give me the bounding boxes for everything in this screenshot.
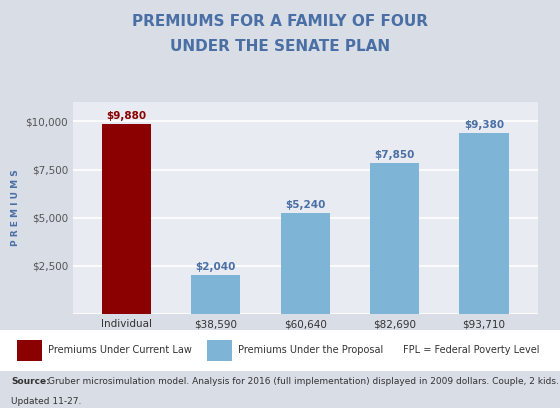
Text: Updated 11-27.: Updated 11-27.: [11, 397, 82, 406]
Y-axis label: P R E M I U M S: P R E M I U M S: [11, 170, 20, 246]
Bar: [370, 163, 419, 314]
Text: Source:: Source:: [11, 377, 50, 386]
X-axis label: FAMILY INCOME IN 2009 DOLLARS: FAMILY INCOME IN 2009 DOLLARS: [207, 353, 404, 364]
Text: Premiums Under the Proposal: Premiums Under the Proposal: [238, 345, 383, 355]
Bar: [281, 213, 330, 314]
Text: $9,380: $9,380: [464, 120, 504, 130]
Text: PREMIUMS FOR A FAMILY OF FOUR: PREMIUMS FOR A FAMILY OF FOUR: [132, 14, 428, 29]
Text: Premiums Under Current Law: Premiums Under Current Law: [48, 345, 192, 355]
Text: $9,880: $9,880: [106, 111, 147, 121]
Text: $5,240: $5,240: [285, 200, 325, 210]
Bar: [191, 275, 240, 314]
Text: $2,040: $2,040: [195, 262, 236, 272]
Bar: [459, 133, 508, 314]
Bar: [207, 340, 232, 361]
Bar: [17, 340, 42, 361]
Text: FPL = Federal Poverty Level: FPL = Federal Poverty Level: [403, 345, 540, 355]
Text: UNDER THE SENATE PLAN: UNDER THE SENATE PLAN: [170, 39, 390, 54]
Text: $7,850: $7,850: [375, 150, 415, 160]
Bar: [102, 124, 151, 314]
Text: Gruber microsimulation model. Analysis for 2016 (full implementation) displayed : Gruber microsimulation model. Analysis f…: [48, 377, 558, 386]
